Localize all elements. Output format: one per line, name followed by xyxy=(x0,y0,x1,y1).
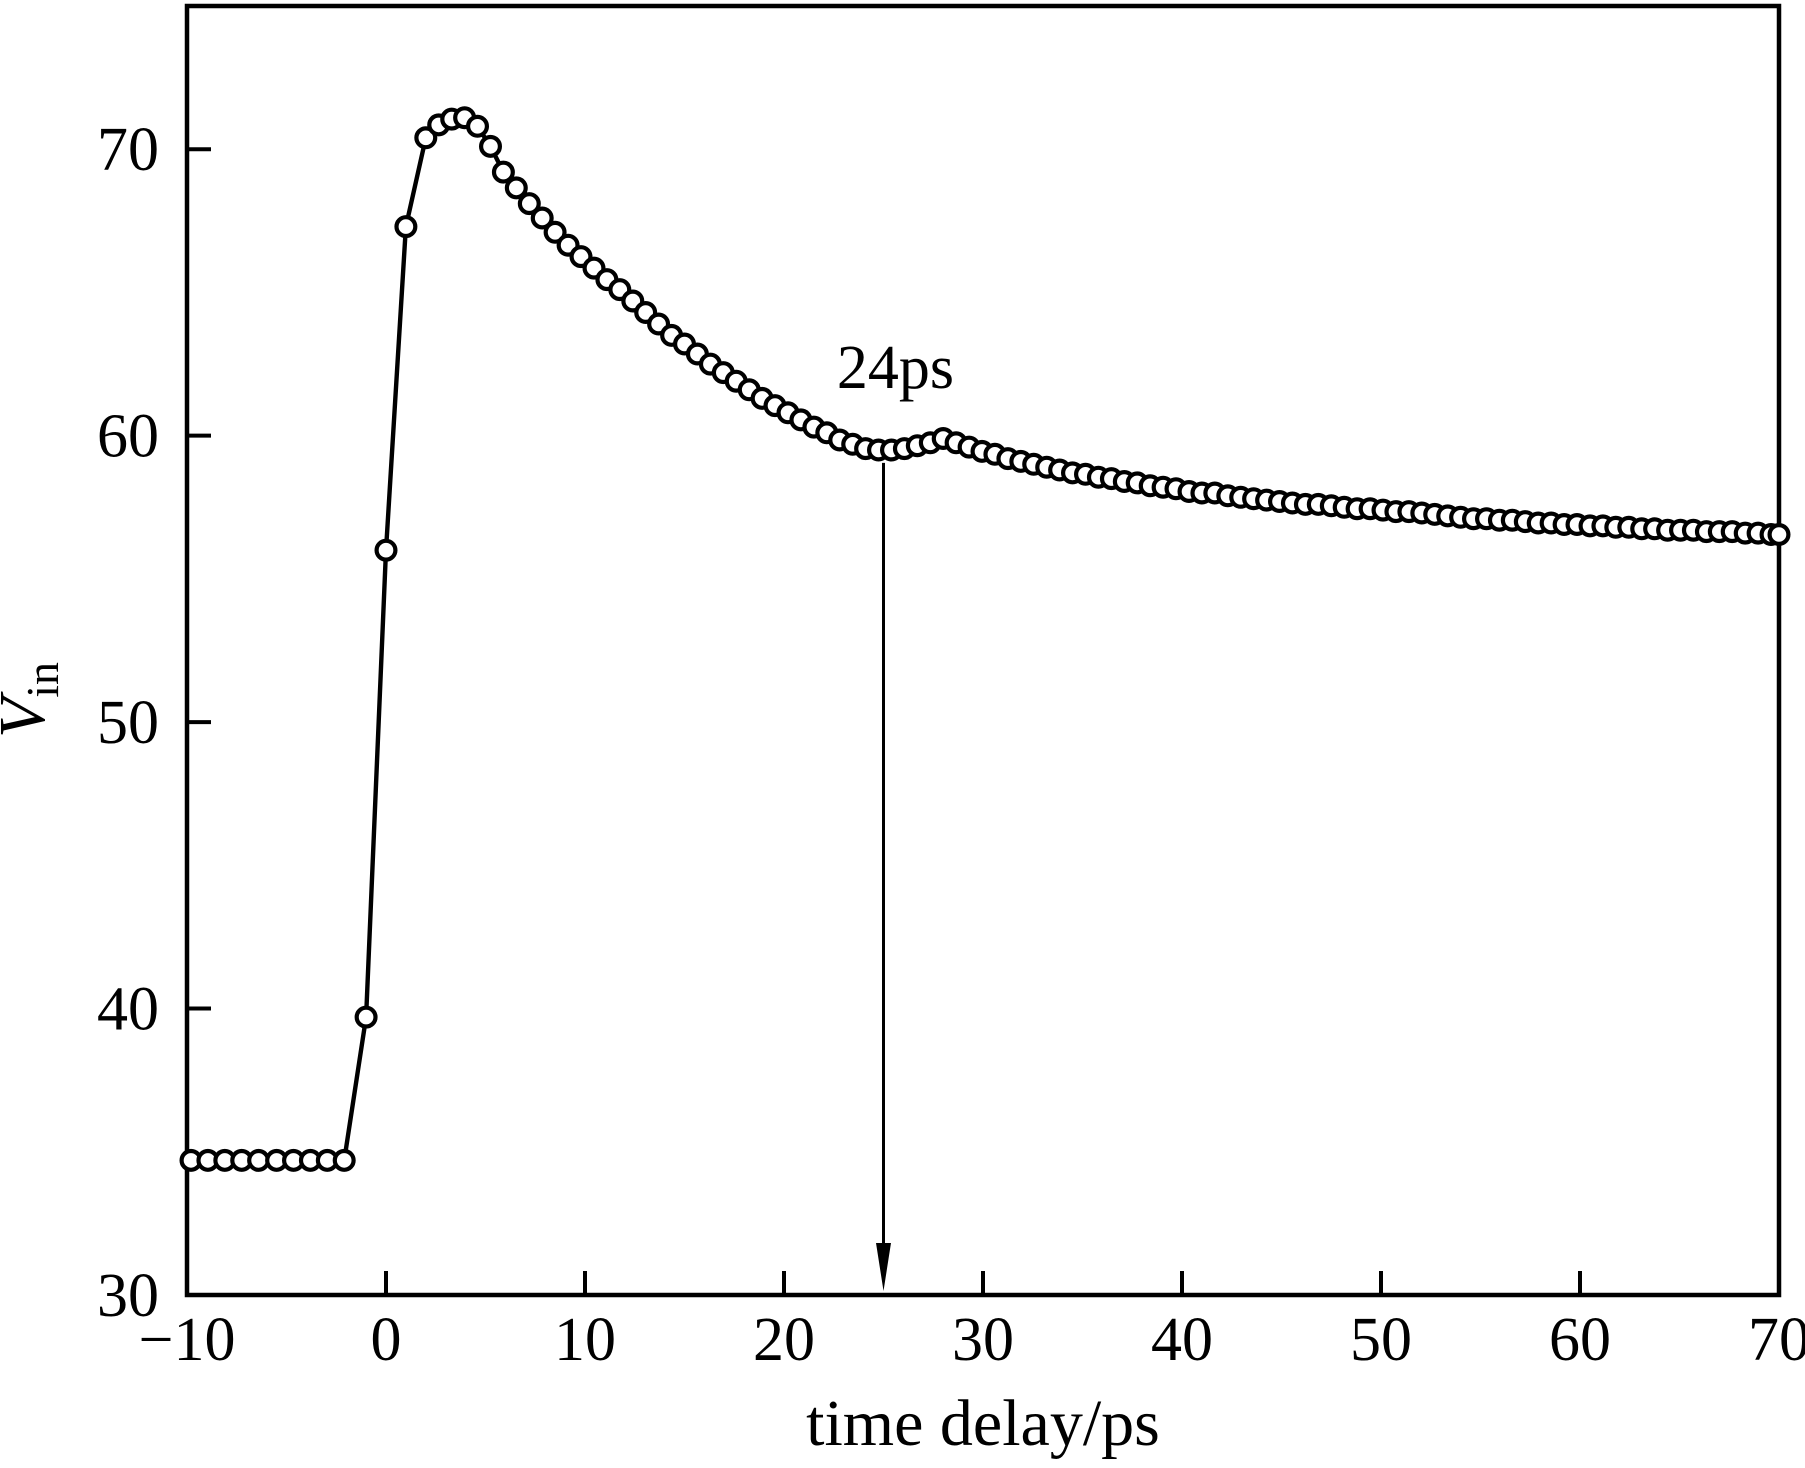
y-tick-label: 60 xyxy=(97,403,159,471)
data-point-marker xyxy=(543,220,567,244)
x-axis-tick-labels: −10 0 10 20 30 40 50 60 70 xyxy=(139,1306,1805,1374)
data-point-marker xyxy=(1767,522,1791,546)
data-point-marker xyxy=(504,176,528,200)
y-axis-title-symbol: V xyxy=(0,691,59,738)
x-tick-label: 40 xyxy=(1151,1306,1213,1374)
x-tick-label: −10 xyxy=(139,1306,236,1374)
x-axis-ticks xyxy=(384,1271,1582,1295)
x-tick-label: 30 xyxy=(952,1306,1014,1374)
y-tick-label: 40 xyxy=(97,976,159,1044)
x-axis-title: time delay/ps xyxy=(806,1387,1160,1460)
annotation-label: 24ps xyxy=(837,334,954,402)
y-tick-label: 30 xyxy=(97,1262,159,1330)
data-points xyxy=(179,106,1791,1172)
y-axis-title: Vin xyxy=(0,662,68,738)
x-tick-label: 0 xyxy=(371,1306,402,1374)
plot-area: −10 0 10 20 30 40 50 60 70 30 40 50 60 70 24ps xyxy=(97,3,1805,1374)
x-tick-label: 20 xyxy=(753,1306,815,1374)
data-point-marker xyxy=(374,538,398,562)
y-tick-label: 50 xyxy=(97,689,159,757)
data-point-marker xyxy=(414,126,438,150)
data-point-marker xyxy=(517,192,541,216)
data-point-marker xyxy=(354,1005,378,1029)
y-axis-ticks xyxy=(187,147,211,1011)
data-point-marker xyxy=(332,1148,356,1172)
data-point-marker xyxy=(530,206,554,230)
plot-frame xyxy=(184,3,1782,1298)
data-line xyxy=(188,115,1782,1163)
data-point-marker xyxy=(479,134,503,158)
annotation-arrow xyxy=(876,462,891,1291)
x-tick-label: 70 xyxy=(1748,1306,1805,1374)
data-point-marker xyxy=(394,215,418,239)
annotation-arrowhead xyxy=(876,1243,891,1291)
y-axis-tick-labels: 30 40 50 60 70 xyxy=(97,116,159,1330)
data-point-marker xyxy=(466,114,490,138)
y-tick-label: 70 xyxy=(97,116,159,184)
x-tick-label: 50 xyxy=(1350,1306,1412,1374)
x-tick-label: 60 xyxy=(1549,1306,1611,1374)
data-point-marker xyxy=(491,160,515,184)
x-tick-label: 10 xyxy=(554,1306,616,1374)
y-axis-title-subscript: in xyxy=(17,662,68,698)
